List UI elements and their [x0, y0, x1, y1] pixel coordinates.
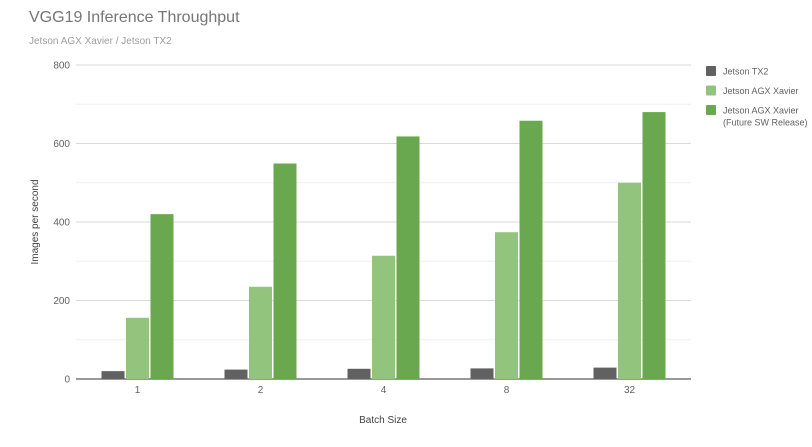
legend-label: Jetson TX2 [723, 67, 768, 77]
y-tick-label: 600 [53, 139, 70, 150]
bar [642, 112, 666, 379]
x-tick-label: 1 [135, 385, 141, 396]
bar [249, 286, 272, 379]
bar [126, 317, 149, 379]
legend-swatch [706, 85, 716, 96]
bar [347, 368, 371, 379]
x-tick-label: 4 [381, 385, 387, 396]
bar [273, 163, 297, 379]
y-tick-label: 200 [53, 296, 70, 307]
y-tick-label: 0 [64, 375, 70, 386]
x-tick-label: 8 [504, 385, 510, 396]
legend-swatch [706, 66, 716, 76]
bar [101, 371, 125, 379]
x-tick-label: 32 [624, 385, 636, 396]
legend-label: Jetson AGX Xavier (Future SW Release) [723, 106, 808, 128]
bar [495, 232, 518, 379]
y-axis-label: Images per second [30, 179, 41, 264]
legend-swatch [706, 105, 716, 115]
x-tick-label: 2 [258, 385, 264, 396]
bar [372, 255, 395, 379]
y-tick-label: 800 [53, 61, 70, 72]
legend-label: Jetson AGX Xavier [723, 86, 799, 96]
chart-subtitle: Jetson AGX Xavier / Jetson TX2 [29, 36, 172, 47]
bar [396, 136, 420, 379]
bar [593, 367, 617, 379]
chart-title: VGG19 Inference Throughput [29, 9, 240, 26]
bar [224, 369, 248, 379]
bar [618, 182, 641, 379]
y-tick-label: 400 [53, 218, 70, 229]
bar [519, 120, 543, 380]
x-axis-label: Batch Size [359, 415, 407, 426]
bar [470, 368, 494, 379]
bar [150, 214, 174, 379]
